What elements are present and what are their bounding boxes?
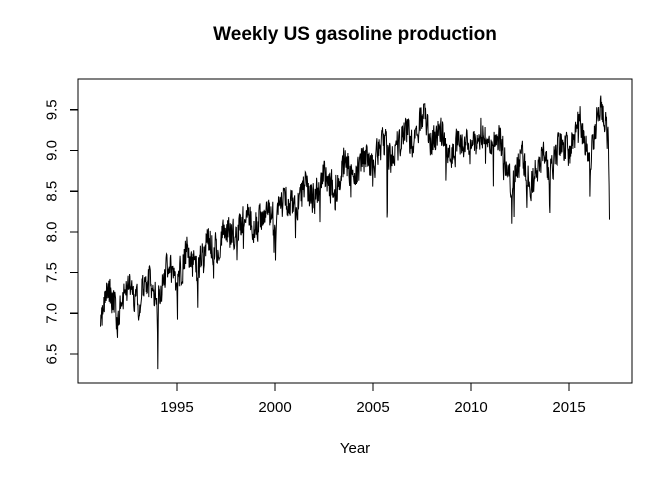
x-tick-label: 2005 — [356, 399, 389, 416]
plot-box — [77, 78, 633, 384]
chart-title: Weekly US gasoline production — [213, 24, 497, 45]
y-tick-label: 7.5 — [44, 262, 61, 283]
x-axis: 1995 2000 2005 2010 2015 — [160, 383, 586, 416]
x-tick-label: 2000 — [258, 399, 291, 416]
x-tick-label: 1995 — [160, 399, 193, 416]
x-tick-label: 2015 — [552, 399, 585, 416]
y-axis: 6.5 7.0 7.5 8.0 8.5 9.0 9.5 — [44, 99, 78, 365]
series-line — [100, 95, 610, 370]
y-tick-label: 9.0 — [44, 140, 61, 161]
x-tick-label: 2010 — [454, 399, 487, 416]
y-tick-label: 7.0 — [44, 303, 61, 324]
y-tick-label: 9.5 — [44, 99, 61, 120]
y-tick-label: 8.5 — [44, 181, 61, 202]
y-tick-label: 8.0 — [44, 221, 61, 242]
y-tick-label: 6.5 — [44, 344, 61, 365]
x-axis-label: Year — [339, 440, 371, 457]
series-path — [100, 95, 610, 370]
